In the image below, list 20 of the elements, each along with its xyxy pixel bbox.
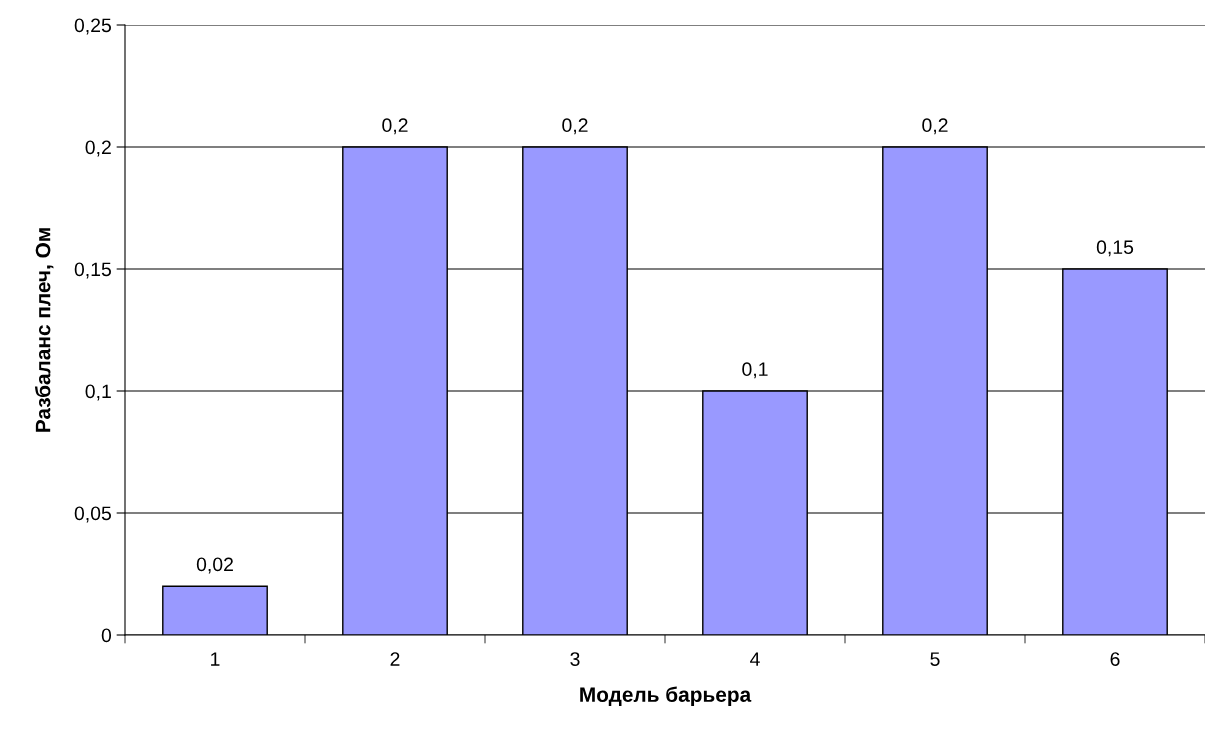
data-label: 0,02 — [196, 557, 233, 574]
x-tick-label: 2 — [390, 652, 400, 666]
x-tick-label: 3 — [570, 652, 580, 666]
data-label: 0,2 — [922, 118, 948, 135]
y-tick-label: 0,1 — [85, 384, 111, 401]
data-label: 0,2 — [382, 118, 408, 135]
x-tick-label: 4 — [750, 652, 760, 666]
y-tick-label: 0,15 — [74, 262, 111, 279]
y-tick-label: 0,2 — [85, 140, 111, 157]
x-tick-label: 1 — [211, 652, 220, 666]
y-axis-title: Разбаланс плеч, Ом — [34, 228, 54, 432]
x-tick-label: 6 — [1110, 652, 1120, 666]
data-label: 0,1 — [742, 362, 768, 379]
y-tick-label: 0,05 — [74, 506, 111, 523]
data-label: 0,15 — [1096, 240, 1134, 257]
y-tick-label: 0 — [101, 628, 112, 643]
x-axis-title: Модель барьера — [580, 686, 752, 707]
x-tick-label: 5 — [930, 652, 940, 666]
data-label: 0,2 — [562, 118, 588, 135]
y-tick-label: 0,25 — [74, 18, 111, 35]
